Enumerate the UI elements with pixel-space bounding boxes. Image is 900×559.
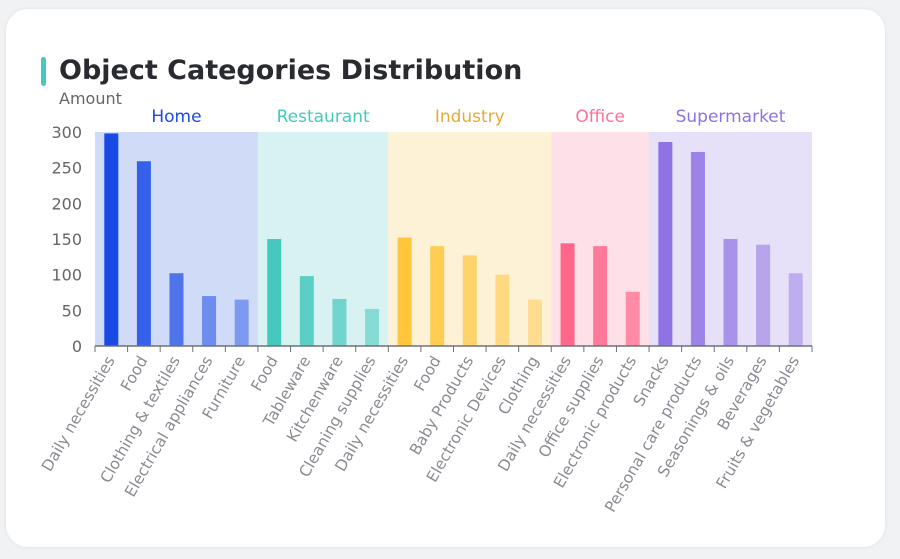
y-tick-label: 150 <box>51 230 82 249</box>
bar <box>495 274 510 346</box>
bar <box>397 237 412 346</box>
bar <box>299 276 314 346</box>
x-tick-label: Food <box>117 353 151 394</box>
y-tick-label: 100 <box>51 266 82 285</box>
x-tick-label: Daily necessities <box>38 353 119 475</box>
bar <box>462 255 477 346</box>
bar <box>756 244 771 346</box>
group-label: Office <box>575 107 625 127</box>
y-tick-label: 300 <box>51 123 82 142</box>
y-tick-label: 200 <box>51 194 82 213</box>
bar <box>560 243 575 346</box>
y-tick-label: 50 <box>62 301 82 320</box>
bar <box>169 273 184 346</box>
bar <box>430 246 445 346</box>
bar <box>104 133 119 346</box>
x-tick-label: Food <box>410 353 444 394</box>
bar <box>202 296 217 346</box>
title-accent-bar <box>41 57 46 86</box>
y-tick-label: 0 <box>72 337 82 356</box>
bar <box>690 151 705 346</box>
bar <box>625 291 640 346</box>
bar <box>788 273 803 346</box>
x-tick-label: Food <box>248 353 282 394</box>
bar <box>234 299 249 346</box>
bar <box>658 141 673 346</box>
bar <box>593 246 608 346</box>
group-label: Supermarket <box>676 107 786 127</box>
chart-title: Object Categories Distribution <box>59 55 523 86</box>
bar <box>136 161 151 346</box>
group-label: Restaurant <box>277 107 370 127</box>
y-axis-label: Amount <box>59 89 122 108</box>
bar <box>365 308 380 346</box>
bar <box>527 299 542 346</box>
group-label: Industry <box>435 107 505 127</box>
group-label: Home <box>151 107 201 127</box>
y-tick-label: 250 <box>51 159 82 178</box>
bar <box>723 239 738 346</box>
bar <box>267 239 282 346</box>
bar <box>332 298 347 346</box>
